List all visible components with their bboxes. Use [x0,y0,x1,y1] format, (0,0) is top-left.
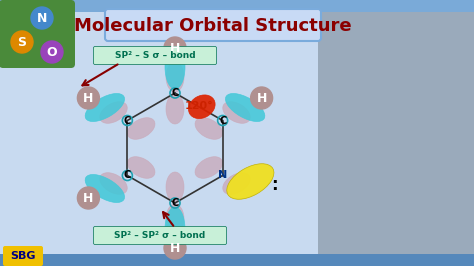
Text: SBG: SBG [10,251,36,261]
Text: O: O [46,45,57,59]
Text: :: : [271,176,278,193]
Text: N: N [37,11,47,24]
Ellipse shape [85,174,125,202]
Ellipse shape [166,204,184,234]
Ellipse shape [226,94,265,122]
Bar [0,0,474,12]
FancyBboxPatch shape [0,0,75,68]
Ellipse shape [227,164,274,199]
Text: C: C [219,115,226,126]
Ellipse shape [165,45,185,89]
Ellipse shape [166,62,184,92]
Ellipse shape [165,207,185,251]
Ellipse shape [195,157,222,178]
Text: S: S [18,35,27,48]
Circle shape [164,237,186,259]
Text: C: C [124,171,131,181]
Ellipse shape [128,157,155,178]
Ellipse shape [223,102,250,123]
FancyBboxPatch shape [93,47,217,64]
Bar [318,0,474,266]
Circle shape [164,37,186,59]
Text: C: C [172,88,179,98]
Ellipse shape [166,172,184,202]
Circle shape [77,87,100,109]
Text: Molecular Orbital Structure: Molecular Orbital Structure [74,17,352,35]
Circle shape [77,187,100,209]
Text: C: C [124,115,131,126]
Text: SP² – S σ – bond: SP² – S σ – bond [115,51,195,60]
Ellipse shape [195,118,222,139]
FancyBboxPatch shape [105,9,321,41]
Text: C: C [172,198,179,208]
Ellipse shape [128,118,155,139]
FancyBboxPatch shape [93,227,227,244]
Ellipse shape [166,94,184,124]
Ellipse shape [85,94,125,122]
Circle shape [251,87,273,109]
Ellipse shape [189,95,215,119]
Ellipse shape [223,173,250,194]
Ellipse shape [100,102,127,123]
Text: H: H [170,242,180,255]
Circle shape [11,31,33,53]
Text: H: H [256,92,267,105]
Text: H: H [83,92,93,105]
Text: SP² – SP² σ – bond: SP² – SP² σ – bond [114,231,206,240]
Text: N: N [218,171,227,181]
Circle shape [31,7,53,29]
Bar [0,254,474,266]
Text: 120°: 120° [185,101,214,111]
FancyBboxPatch shape [3,246,43,266]
Circle shape [41,41,63,63]
Text: H: H [83,192,93,205]
Ellipse shape [100,173,127,194]
Text: H: H [170,41,180,55]
